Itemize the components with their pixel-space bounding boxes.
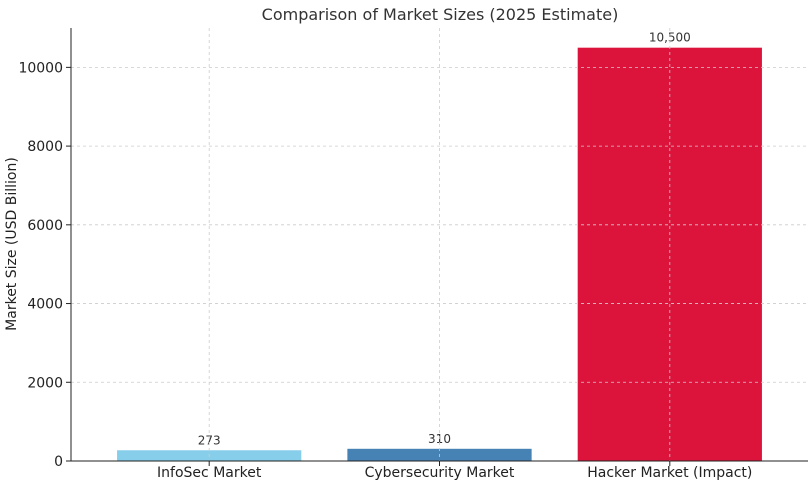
- y-tick-label: 0: [54, 454, 63, 470]
- y-tick-label: 8000: [27, 139, 63, 155]
- x-tick-label: InfoSec Market: [157, 465, 262, 481]
- y-tick-label: 2000: [27, 375, 63, 391]
- x-tick-label: Cybersecurity Market: [365, 465, 515, 481]
- grid-lines: [71, 28, 808, 461]
- x-tick-label: Hacker Market (Impact): [587, 465, 752, 481]
- chart-title: Comparison of Market Sizes (2025 Estimat…: [262, 5, 619, 24]
- y-tick-label: 6000: [27, 218, 63, 234]
- y-tick-label: 10000: [18, 60, 63, 76]
- data-label: 10,500: [649, 31, 691, 45]
- data-label: 273: [198, 433, 221, 447]
- y-axis-label: Market Size (USD Billion): [4, 157, 20, 331]
- bars: [117, 47, 762, 461]
- bar: [577, 47, 762, 461]
- y-tick-label: 4000: [27, 297, 63, 313]
- axes: 0 2000 4000 6000 8000 10000 InfoSec Market Cybe…: [18, 28, 808, 481]
